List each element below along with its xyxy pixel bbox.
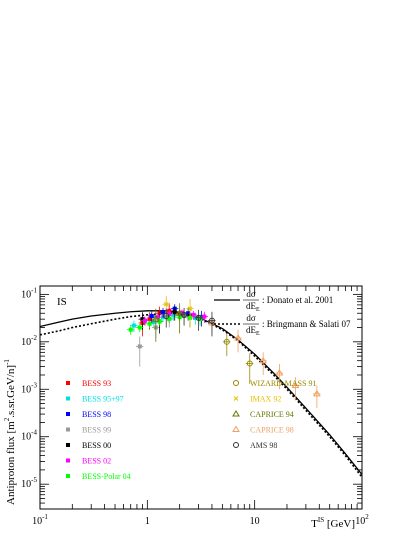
data-legend-entry: BESS 95+97 [66,395,124,404]
x-axis-label: TIS [GeV] [311,516,355,530]
data-point [145,320,154,328]
data-point [170,306,179,321]
data-point [245,353,254,384]
data-legend-label: BESS-Polar 04 [82,472,131,481]
data-point [186,298,194,328]
data-legend-label: BESS 00 [82,441,111,450]
data-legend-entry: BESS 93 [66,379,111,388]
x-tick-label: 1 [145,516,150,527]
data-legend-label: CAPRICE 98 [250,426,294,435]
data-point [151,308,160,342]
data-point [208,311,216,337]
y-tick-label: 10-2 [21,334,37,348]
axis-ticks [39,286,362,510]
data-legend-entry: BESS-Polar 04 [66,472,131,481]
data-point [147,310,156,323]
y-tick-label: 10-1 [21,286,37,300]
legend-fraction-numerator: dσ [246,289,256,299]
data-legend-label: BESS 95+97 [82,395,124,404]
curve-legend-entry: dσ dEE: Bringmann & Salati 07 [214,313,351,337]
data-point [180,307,188,326]
data-point [259,352,268,375]
data-legend-entry: BESS 99 [66,426,111,435]
data-legend-label: WIZARD-MASS 91 [250,379,316,388]
data-legend-entry: WIZARD-MASS 91 [233,379,316,388]
data-legend-entry: AMS 98 [233,441,277,450]
data-legend-entry: BESS 00 [66,441,111,450]
data-point [275,364,284,390]
data-legend-label: IMAX 92 [250,395,281,404]
curve-legend-label: : Donato et al. 2001 [262,295,333,305]
data-legend-entry: IMAX 92 [233,395,281,404]
y-axis-label: Antiproton flux [m2.s.sr.GeV/n]-1 [3,359,17,505]
data-legend-label: BESS 93 [82,379,111,388]
data-point [162,308,170,328]
data-series [222,333,254,384]
x-tick-label: 102 [355,513,369,527]
data-point [175,303,184,334]
data-point [141,316,149,326]
data-point [222,333,231,357]
data-legend-entry: CAPRICE 94 [232,410,294,419]
data-point [135,323,144,333]
data-point [194,309,203,331]
x-tick-label: 10 [250,516,260,527]
data-point [135,336,144,367]
data-point [126,325,135,335]
y-tick-label: 10-3 [21,381,37,395]
data-series [162,307,216,337]
data-legend-label: BESS 02 [82,457,111,466]
curve-legend-entry: dσ dEE: Donato et al. 2001 [214,289,333,313]
plot-frame [39,285,363,510]
legend-fraction-denominator: dEE [246,301,260,313]
y-tick-label: 10-5 [21,476,37,490]
data-point [200,311,208,323]
panel-label: IS [57,296,67,308]
legend-fraction-denominator: dEE [246,325,260,337]
data-point [130,320,138,333]
data-point [234,329,242,353]
data-points [126,296,321,409]
curve-legend-label: : Bringmann & Salati 07 [262,319,351,329]
data-legend: BESS 93 BESS 95+97 BESS 98 BESS 99 BESS 00 BE… [66,379,316,481]
data-legend-entry: BESS 02 [66,457,111,466]
data-point [189,310,198,320]
data-legend-label: BESS 98 [82,410,111,419]
axis-tick-labels: 10-1 1 10 102 10-5 10-4 10-3 10-2 10-1 [21,286,369,527]
data-legend-entry: BESS 98 [66,410,111,419]
data-point [291,377,300,400]
data-legend-entry: CAPRICE 98 [232,426,294,435]
data-series [151,303,184,342]
data-point [313,385,321,409]
data-legend-label: AMS 98 [250,441,277,450]
x-tick-label: 10-1 [32,513,48,527]
data-legend-label: CAPRICE 94 [250,410,294,419]
data-legend-label: BESS 99 [82,426,111,435]
y-tick-label: 10-4 [21,429,37,443]
legend-fraction-numerator: dσ [246,313,256,323]
